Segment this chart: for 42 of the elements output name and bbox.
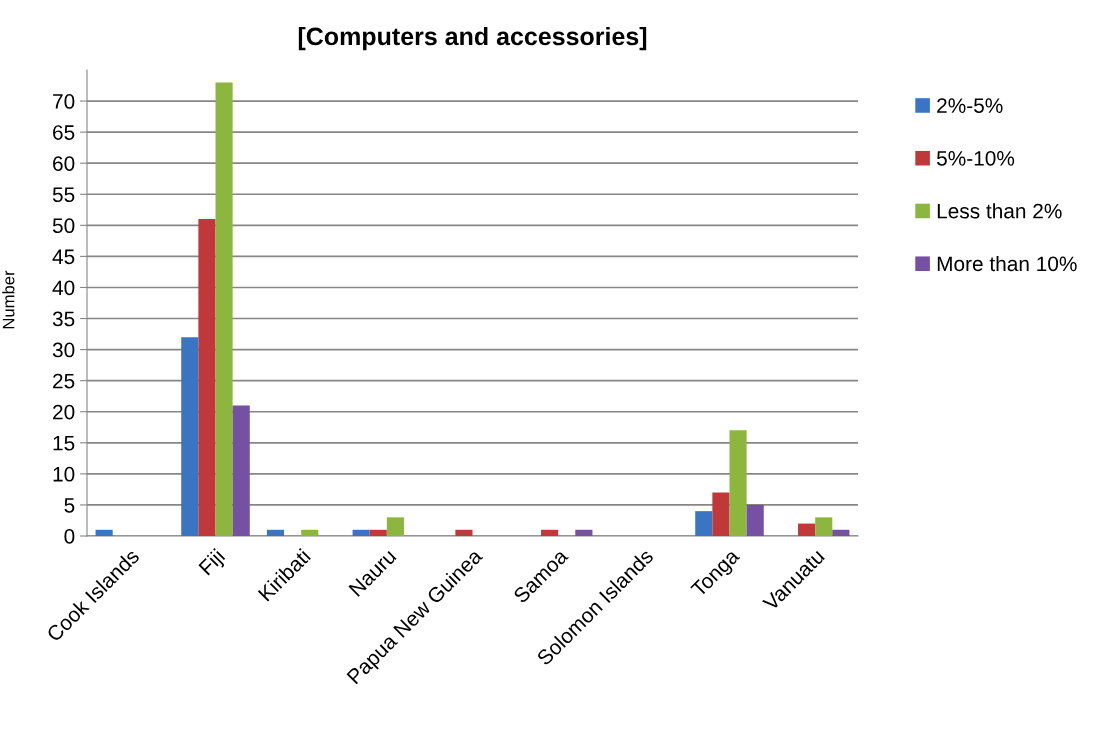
legend-label: 2%-5% bbox=[937, 98, 1003, 113]
bar bbox=[455, 529, 473, 536]
bar bbox=[198, 219, 216, 536]
x-tick-label: Fiji bbox=[197, 548, 229, 579]
bar bbox=[729, 430, 747, 536]
bar bbox=[369, 529, 387, 536]
bar bbox=[301, 529, 319, 536]
y-tick-label: 55 bbox=[52, 187, 75, 203]
chart-title: [Computers and accessories] bbox=[298, 26, 647, 51]
y-tick-label: 15 bbox=[53, 436, 75, 451]
legend-label: More than 10% bbox=[937, 255, 1077, 272]
bar bbox=[266, 529, 285, 536]
bar bbox=[232, 405, 250, 536]
bar bbox=[181, 337, 199, 536]
bar bbox=[575, 529, 593, 536]
y-tick-label: 20 bbox=[53, 404, 75, 420]
legend-label: 5%-10% bbox=[936, 150, 1015, 166]
y-axis-title: Number bbox=[2, 270, 15, 329]
y-tick-label: 30 bbox=[52, 342, 75, 358]
y-tick-label: 70 bbox=[53, 94, 75, 109]
legend-label: Less than 2% bbox=[937, 203, 1062, 219]
bar bbox=[798, 523, 816, 536]
bar bbox=[695, 511, 713, 536]
y-tick-label: 5 bbox=[64, 498, 75, 513]
bar bbox=[541, 529, 559, 536]
bar bbox=[352, 529, 370, 536]
y-tick-label: 45 bbox=[52, 249, 75, 265]
bar bbox=[746, 504, 764, 536]
bar bbox=[95, 529, 113, 536]
bar bbox=[712, 492, 730, 536]
y-tick-label: 40 bbox=[52, 280, 75, 296]
y-tick-label: 65 bbox=[53, 125, 75, 140]
bar bbox=[815, 517, 833, 536]
y-tick-label: 35 bbox=[52, 311, 75, 327]
y-tick-label: 10 bbox=[53, 466, 75, 482]
y-tick-label: 25 bbox=[53, 373, 75, 389]
y-tick-label: 50 bbox=[52, 218, 75, 234]
y-tick-label: 60 bbox=[53, 156, 75, 171]
bar bbox=[386, 517, 404, 536]
bar bbox=[832, 529, 850, 536]
y-tick-label: 0 bbox=[64, 529, 75, 544]
bar bbox=[215, 82, 233, 536]
